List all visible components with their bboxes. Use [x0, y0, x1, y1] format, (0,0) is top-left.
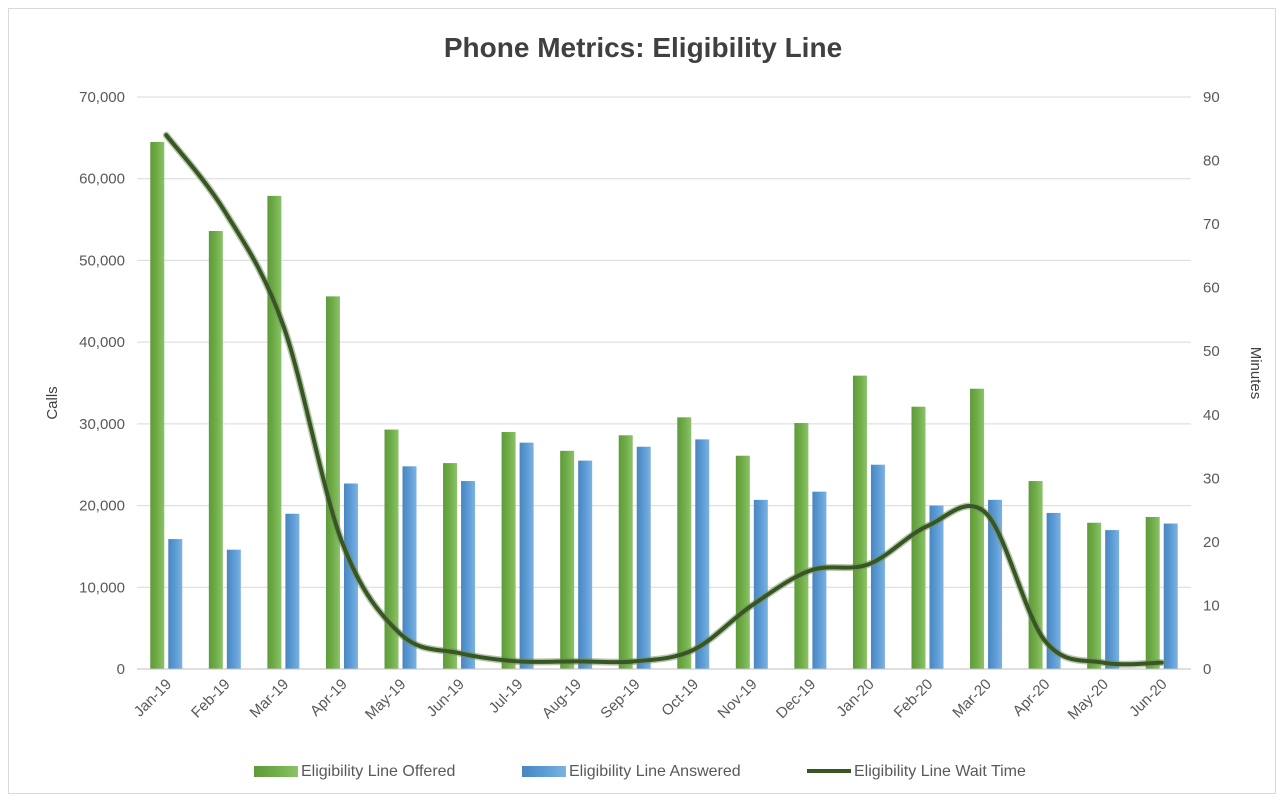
x-tick-label: Apr-19 [307, 676, 351, 720]
x-tick-label: May-20 [1065, 676, 1112, 723]
bar-offered [325, 296, 340, 669]
y-tick-label: 0 [117, 661, 125, 678]
legend-swatch [254, 766, 298, 777]
left-y-axis: 0 10,000 20,000 30,000 40,000 50,000 60,000 70,… [79, 89, 125, 678]
x-tick-label: Jan-19 [131, 676, 175, 720]
chart-frame: Phone Metrics: Eligibility Line 0 10,000 2… [8, 8, 1276, 794]
y2-axis-label: Minutes [1247, 347, 1264, 400]
bar-offered [267, 195, 282, 670]
bar-offered [1087, 522, 1102, 669]
bar-offered [618, 435, 633, 669]
bars [150, 141, 1178, 670]
y2-tick-label: 70 [1203, 216, 1220, 233]
y-tick-label: 30,000 [79, 416, 125, 433]
wait-time-line-path [164, 133, 1164, 667]
bar-offered [560, 450, 575, 669]
bar-answered [929, 505, 944, 669]
right-y-axis: 0 10 20 30 40 50 60 70 80 90 [1203, 89, 1220, 678]
bar-answered [870, 464, 885, 669]
x-tick-label: May-19 [362, 676, 409, 723]
y-tick-label: 50,000 [79, 252, 125, 269]
legend-label: Eligibility Line Wait Time [854, 763, 1026, 780]
bar-answered [1046, 512, 1061, 669]
legend-label: Eligibility Line Answered [569, 763, 741, 780]
y2-tick-label: 90 [1203, 89, 1220, 106]
bar-answered [695, 439, 710, 669]
x-axis: Jan-19 Feb-19 Mar-19 Apr-19 May-19 Jun-19 Jul-… [131, 668, 1191, 723]
bar-offered [970, 388, 985, 669]
x-tick-label: Jun-20 [1126, 676, 1170, 720]
bar-answered [753, 499, 768, 669]
chart-svg: Phone Metrics: Eligibility Line 0 10,000 2… [44, 32, 1264, 780]
y-tick-label: 60,000 [79, 171, 125, 188]
bar-offered [208, 231, 223, 670]
y2-tick-label: 10 [1203, 597, 1220, 614]
bar-answered [285, 513, 300, 669]
bar-offered [150, 141, 165, 669]
bar-offered [1145, 517, 1160, 669]
y-tick-label: 40,000 [79, 334, 125, 351]
x-tick-label: Feb-19 [188, 676, 234, 722]
y2-tick-label: 50 [1203, 343, 1220, 360]
y-tick-label: 20,000 [79, 498, 125, 515]
y2-tick-label: 40 [1203, 407, 1220, 424]
y2-tick-label: 20 [1203, 534, 1220, 551]
x-tick-label: Jun-19 [423, 676, 467, 720]
bar-offered [384, 429, 399, 669]
x-tick-label: Mar-20 [949, 676, 995, 722]
bar-answered [402, 466, 417, 669]
y-tick-label: 70,000 [79, 89, 125, 106]
bar-offered [501, 432, 516, 669]
wait-time-line [162, 131, 1166, 668]
x-tick-label: Jul-19 [486, 676, 527, 717]
bar-answered [636, 446, 651, 669]
bar-answered [226, 549, 241, 669]
bar-offered [852, 375, 867, 669]
bar-answered [1163, 523, 1178, 669]
legend-offered: Eligibility Line Offered [254, 763, 455, 780]
bar-offered [794, 423, 809, 669]
x-tick-label: Apr-20 [1010, 676, 1054, 720]
wait-time-line-glow [162, 131, 1166, 668]
bar-offered [1028, 481, 1043, 669]
x-tick-label: Nov-19 [714, 676, 760, 722]
bar-answered [1105, 530, 1120, 669]
x-tick-label: Mar-19 [247, 676, 293, 722]
legend-label: Eligibility Line Offered [301, 763, 455, 780]
bar-offered [911, 406, 926, 669]
bar-offered [443, 463, 458, 669]
legend-swatch [522, 766, 566, 777]
y2-tick-label: 60 [1203, 280, 1220, 297]
bar-answered [461, 481, 476, 669]
bar-answered [988, 499, 1003, 669]
bar-offered [735, 455, 750, 669]
chart-title: Phone Metrics: Eligibility Line [444, 32, 842, 63]
x-tick-label: Oct-19 [658, 676, 702, 720]
legend-wait-time: Eligibility Line Wait Time [807, 763, 1026, 780]
bar-answered [168, 539, 183, 669]
bar-answered [578, 460, 593, 669]
x-tick-label: Feb-20 [891, 676, 937, 722]
y2-tick-label: 0 [1203, 661, 1211, 678]
x-tick-label: Sep-19 [597, 676, 643, 722]
bar-answered [519, 442, 534, 669]
y-tick-label: 10,000 [79, 579, 125, 596]
y2-tick-label: 30 [1203, 470, 1220, 487]
bar-answered [343, 483, 358, 669]
bar-offered [677, 417, 692, 669]
x-tick-label: Dec-19 [773, 676, 819, 722]
bar-answered [812, 491, 827, 669]
x-tick-label: Aug-19 [539, 676, 585, 722]
y-axis-label: Calls [44, 386, 61, 419]
legend: Eligibility Line Offered Eligibility Line… [254, 763, 1026, 780]
x-tick-label: Jan-20 [833, 676, 877, 720]
y2-tick-label: 80 [1203, 153, 1220, 170]
legend-answered: Eligibility Line Answered [522, 763, 741, 780]
